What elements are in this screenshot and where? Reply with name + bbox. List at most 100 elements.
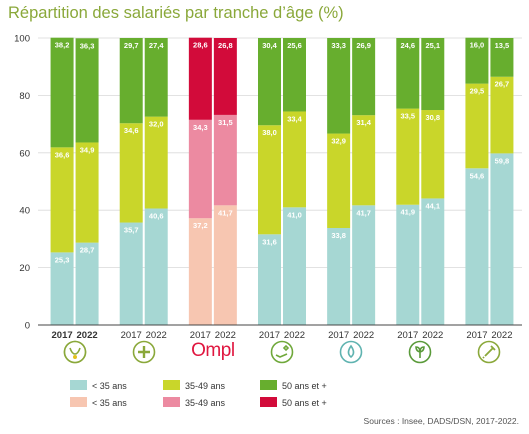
bar-segment-35-49 xyxy=(119,123,143,223)
x-tick-label: 2022 xyxy=(284,330,305,340)
bar-segment-35-49 xyxy=(327,133,351,228)
data-label: 33,5 xyxy=(400,112,415,121)
legend-swatch xyxy=(70,380,87,390)
legend-item: 50 ans et + xyxy=(260,397,327,408)
data-label: 37,2 xyxy=(193,221,208,230)
bar-segment-50plus xyxy=(258,38,281,126)
plus-cross-icon xyxy=(132,340,156,364)
data-label: 25,3 xyxy=(55,255,70,264)
hand-care-icon xyxy=(270,340,294,364)
data-label: 25,1 xyxy=(425,41,440,50)
water-drop-icon xyxy=(339,340,363,364)
x-tick-label: 2017 xyxy=(52,330,73,340)
legend-item: 35-49 ans xyxy=(163,380,225,391)
y-tick-label: 0 xyxy=(25,321,30,332)
bar-segment-lt35 xyxy=(119,222,143,325)
x-tick-label: 2017 xyxy=(328,330,349,340)
data-label: 24,6 xyxy=(400,41,415,50)
health-sector-icon xyxy=(63,340,86,364)
bar-segment-lt35 xyxy=(144,208,168,325)
legend-label: 50 ans et + xyxy=(282,398,327,408)
legend-label: 35-49 ans xyxy=(185,381,226,391)
bar-segment-lt35 xyxy=(396,204,420,325)
syringe-icon xyxy=(478,340,501,364)
bar-segment-50plus xyxy=(465,37,489,84)
data-label: 26,8 xyxy=(218,41,233,50)
y-tick-label: 60 xyxy=(19,148,30,159)
legend-item: < 35 ans xyxy=(70,397,127,408)
bar-segment-50plus xyxy=(119,38,143,124)
data-label: 16,0 xyxy=(470,41,485,50)
legend-item: < 35 ans xyxy=(70,380,127,391)
data-label: 34,3 xyxy=(193,123,208,132)
bar-segment-50plus xyxy=(396,38,420,109)
bar-segment-50plus xyxy=(75,38,99,143)
legend-swatch xyxy=(70,397,87,407)
x-tick-label: 2017 xyxy=(259,330,280,340)
x-tick-label: 2017 xyxy=(397,330,418,340)
bar-segment-35-49 xyxy=(258,125,281,235)
bar-segment-35-49 xyxy=(50,147,74,253)
bar-segment-50plus xyxy=(352,38,376,116)
data-label: 32,0 xyxy=(149,120,164,129)
bar-segment-lt35 xyxy=(352,205,376,325)
source-note: Sources : Insee, DADS/DSN, 2017-2022. xyxy=(363,416,519,426)
x-tick-label: 2022 xyxy=(77,330,98,340)
x-tick-label: 2022 xyxy=(422,330,443,340)
data-label: 35,7 xyxy=(124,226,139,235)
bar-segment-50plus xyxy=(490,38,514,77)
data-label: 38,0 xyxy=(262,128,277,137)
bar-segment-35-49 xyxy=(283,111,306,208)
data-label: 41,0 xyxy=(287,210,302,219)
data-label: 33,8 xyxy=(331,231,346,240)
bar-segment-lt35 xyxy=(490,153,514,325)
bar-segment-35-49 xyxy=(144,116,168,209)
legend-label: < 35 ans xyxy=(92,398,127,408)
legend-swatch xyxy=(163,380,180,390)
legend-label: < 35 ans xyxy=(92,381,127,391)
legend-swatch xyxy=(260,397,277,407)
data-label: 41,9 xyxy=(400,208,415,217)
y-tick-label: 80 xyxy=(19,91,30,102)
x-tick-label: 2022 xyxy=(353,330,374,340)
x-tick-label: 2022 xyxy=(491,330,512,340)
bar-segment-35-49 xyxy=(421,110,445,199)
data-label: 54,6 xyxy=(470,171,485,180)
data-label: 32,9 xyxy=(331,137,346,146)
data-label: 41,7 xyxy=(218,208,233,217)
bar-segment-lt35 xyxy=(283,207,306,325)
data-label: 27,4 xyxy=(149,41,164,50)
bar-segment-50plus xyxy=(327,38,351,134)
x-tick-label: 2017 xyxy=(190,330,211,340)
data-label: 59,8 xyxy=(495,156,510,165)
bar-segment-lt35 xyxy=(75,242,99,325)
data-label: 29,5 xyxy=(470,87,485,96)
data-label: 30,4 xyxy=(262,41,277,50)
bar-segment-50plus xyxy=(188,37,212,120)
bar-segment-35-49 xyxy=(490,76,514,154)
data-label: 33,4 xyxy=(287,114,302,123)
legend-swatch xyxy=(260,380,277,390)
data-label: 33,3 xyxy=(331,41,346,50)
bar-segment-35-49 xyxy=(465,83,489,169)
bar-segment-lt35 xyxy=(421,198,445,325)
data-label: 13,5 xyxy=(495,41,510,50)
bar-segment-50plus xyxy=(50,37,74,148)
data-label: 26,9 xyxy=(356,41,371,50)
data-label: 36,6 xyxy=(55,150,70,159)
data-label: 38,2 xyxy=(55,41,70,50)
bar-segment-35-49 xyxy=(213,114,237,206)
data-label: 25,6 xyxy=(287,41,302,50)
x-tick-label: 2022 xyxy=(146,330,167,340)
bar-segment-35-49 xyxy=(188,119,212,219)
data-label: 34,6 xyxy=(124,126,139,135)
data-label: 28,6 xyxy=(193,41,208,50)
y-tick-label: 40 xyxy=(19,206,30,217)
data-label: 31,6 xyxy=(262,237,277,246)
y-tick-label: 100 xyxy=(14,34,30,45)
y-tick-label: 20 xyxy=(19,263,30,274)
x-tick-label: 2017 xyxy=(121,330,142,340)
bar-segment-35-49 xyxy=(352,115,376,206)
data-label: 40,6 xyxy=(149,211,164,220)
bar-segment-lt35 xyxy=(188,218,212,325)
